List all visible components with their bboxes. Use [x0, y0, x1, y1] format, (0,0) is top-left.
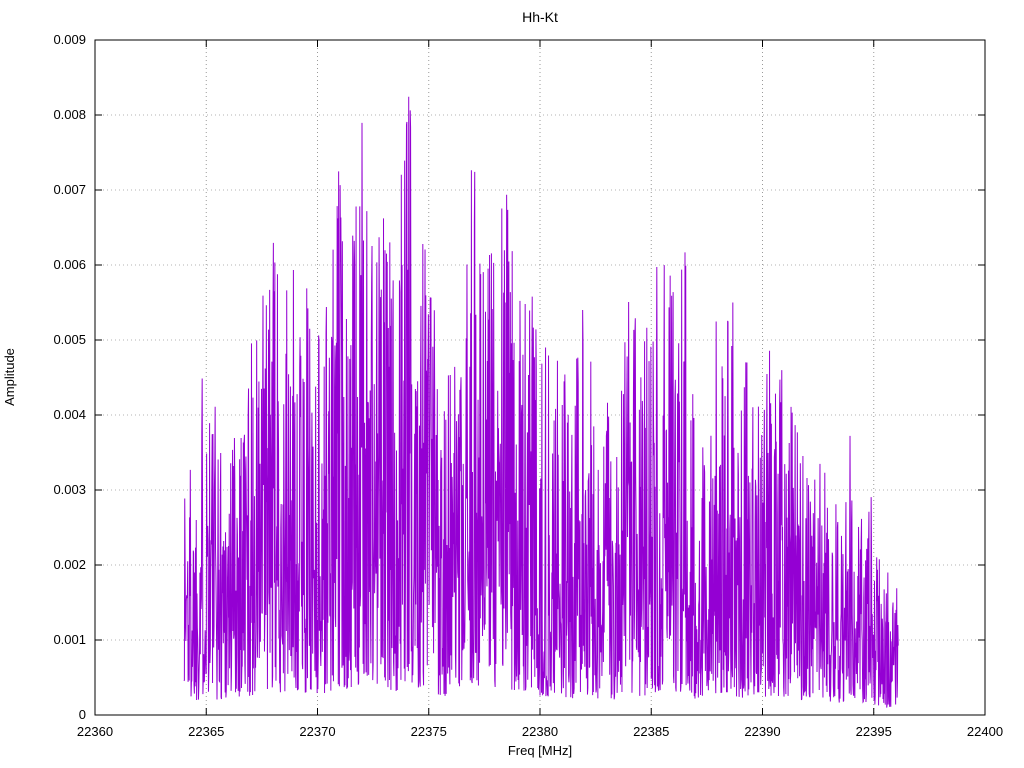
x-tick-label: 22385 [633, 724, 669, 739]
y-tick-label: 0.007 [53, 182, 86, 197]
y-tick-label: 0.004 [53, 407, 86, 422]
spectrum-line [183, 96, 899, 708]
x-tick-label: 22370 [299, 724, 335, 739]
x-tick-label: 22395 [856, 724, 892, 739]
y-tick-label: 0.005 [53, 332, 86, 347]
y-tick-label: 0.003 [53, 482, 86, 497]
x-tick-label: 22400 [967, 724, 1003, 739]
y-tick-label: 0.006 [53, 257, 86, 272]
x-tick-label: 22365 [188, 724, 224, 739]
y-tick-label: 0.009 [53, 32, 86, 47]
chart-title: Hh-Kt [522, 9, 558, 25]
y-tick-label: 0.001 [53, 632, 86, 647]
y-tick-label: 0.008 [53, 107, 86, 122]
x-axis-label: Freq [MHz] [508, 743, 572, 758]
x-tick-label: 22360 [77, 724, 113, 739]
y-axis-label: Amplitude [2, 348, 17, 406]
x-tick-label: 22390 [744, 724, 780, 739]
x-tick-label: 22380 [522, 724, 558, 739]
x-tick-label: 22375 [411, 724, 447, 739]
y-tick-label: 0.002 [53, 557, 86, 572]
y-tick-label: 0 [79, 707, 86, 722]
